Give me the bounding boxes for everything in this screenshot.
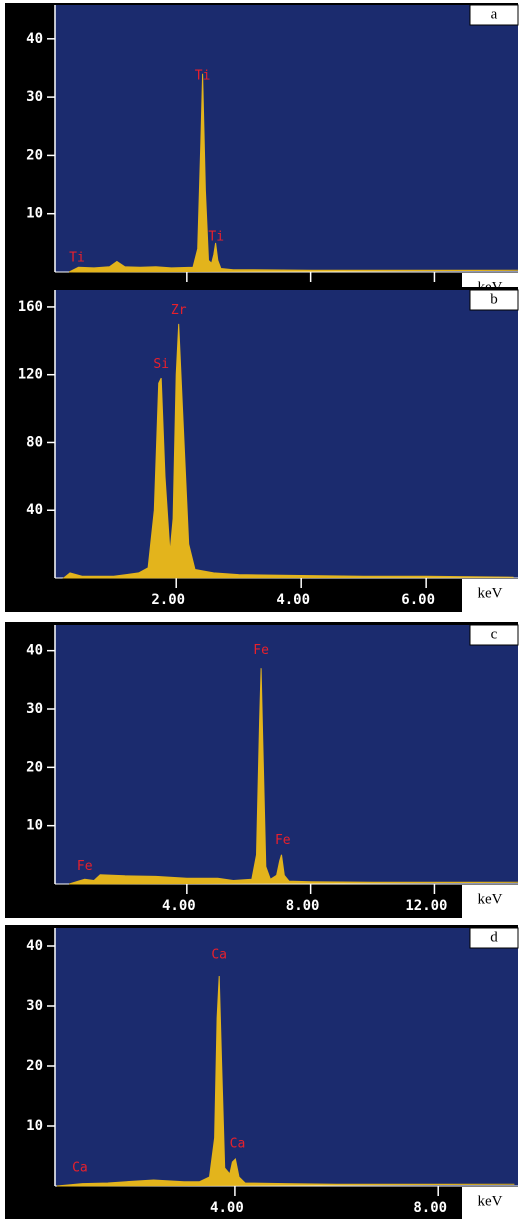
peak-label: Fe <box>253 643 269 658</box>
panel-letter: d <box>490 929 498 945</box>
unit-box <box>462 885 521 919</box>
plot-area <box>55 928 518 1186</box>
x-tick-label: 8.00 <box>286 898 320 914</box>
x-tick-label: 4.00 <box>276 592 310 608</box>
y-tick-label: 10 <box>26 206 43 222</box>
y-tick-label: 40 <box>26 643 43 659</box>
x-axis-label: keV <box>478 1193 503 1209</box>
panel-letter: c <box>491 626 498 642</box>
panel-letter-box <box>469 624 519 646</box>
spectrum <box>69 668 519 885</box>
x-axis-label: keV <box>478 585 503 601</box>
y-tick-label: 30 <box>26 701 43 717</box>
y-tick-label: 120 <box>18 367 43 383</box>
y-tick-label: 40 <box>26 938 43 954</box>
x-tick-label: 4.00 <box>210 1200 244 1216</box>
x-tick-label: 4.00 <box>162 898 196 914</box>
peak-label: Si <box>153 357 169 372</box>
panel-letter-box <box>469 927 519 949</box>
plot-area <box>55 290 518 578</box>
panel-letter: b <box>490 291 498 307</box>
peak-label: Ca <box>230 1137 246 1152</box>
y-tick-label: 160 <box>18 299 43 315</box>
y-tick-label: 30 <box>26 998 43 1014</box>
y-tick-label: 20 <box>26 759 43 775</box>
panel-letter: a <box>491 6 498 22</box>
spectrum <box>68 73 519 273</box>
x-tick-label: 8.00 <box>413 1200 447 1216</box>
x-tick-label: 12.00 <box>405 898 447 914</box>
peak-label: Fe <box>275 833 291 848</box>
plot-area <box>55 5 518 272</box>
y-tick-label: 20 <box>26 147 43 163</box>
spectrum <box>56 975 515 1187</box>
peak-label: Zr <box>171 303 187 318</box>
unit-box <box>462 1187 521 1219</box>
y-tick-label: 10 <box>26 818 43 834</box>
y-tick-label: 40 <box>26 502 43 518</box>
peak-label: Fe <box>77 859 93 874</box>
peak-label: Ti <box>69 251 85 266</box>
y-tick-label: 30 <box>26 89 43 105</box>
unit-box <box>462 579 521 613</box>
x-tick-label: 6.00 <box>401 592 435 608</box>
plot-area <box>55 625 518 884</box>
x-axis-label: keV <box>478 891 503 907</box>
y-tick-label: 40 <box>26 31 43 47</box>
y-tick-label: 20 <box>26 1058 43 1074</box>
peak-label: Ti <box>195 69 211 84</box>
peak-label: Ca <box>72 1161 88 1176</box>
y-tick-label: 80 <box>26 434 43 450</box>
peak-label: Ti <box>208 230 224 245</box>
panel-letter-box <box>469 4 519 26</box>
panel-letter-box <box>469 289 519 311</box>
peak-label: Ca <box>211 948 227 963</box>
x-tick-label: 2.00 <box>151 592 185 608</box>
spectrum <box>62 323 514 579</box>
y-tick-label: 10 <box>26 1118 43 1134</box>
